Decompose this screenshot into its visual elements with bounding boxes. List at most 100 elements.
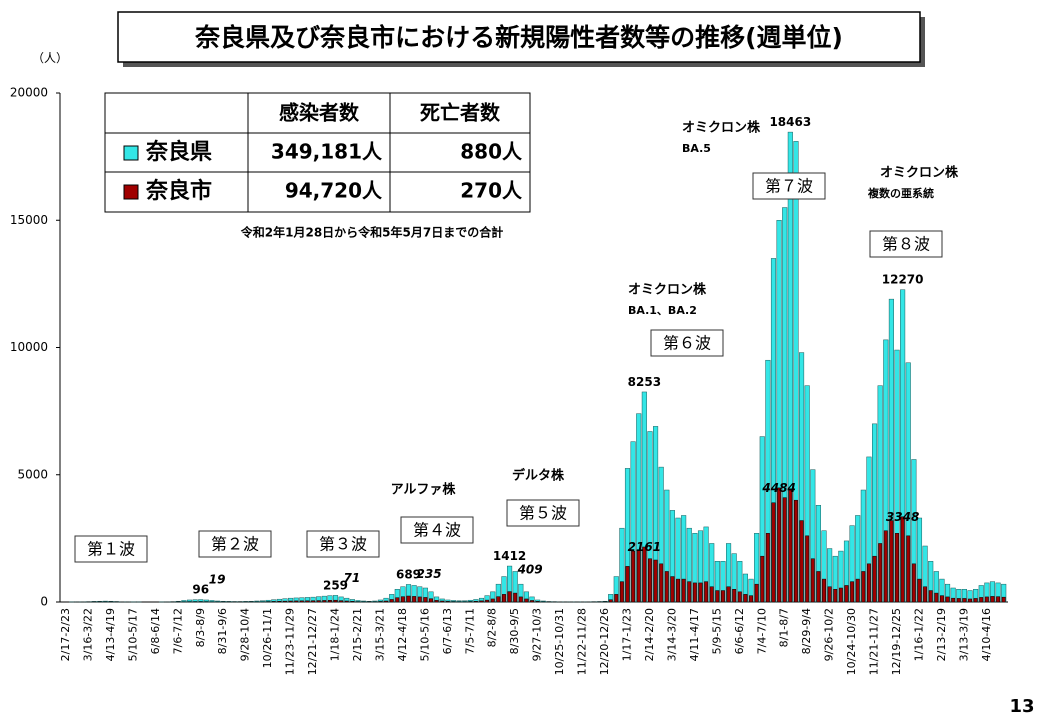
bar	[327, 600, 332, 603]
data-label: 235	[417, 567, 442, 581]
bar	[760, 555, 765, 603]
bar	[294, 600, 299, 603]
bar	[496, 596, 501, 603]
bar	[934, 592, 939, 603]
bar	[642, 546, 647, 603]
bar	[619, 581, 624, 603]
bar	[788, 489, 793, 603]
x-tick-label: 4/12-4/18	[396, 608, 409, 661]
wave-label: 第７波	[765, 177, 813, 196]
bar	[827, 586, 832, 603]
bar	[513, 592, 518, 603]
bar	[423, 597, 428, 603]
bar	[861, 571, 866, 603]
bar	[850, 581, 855, 603]
bar	[417, 596, 422, 603]
bar	[350, 601, 355, 603]
summary-table: 感染者数 死亡者数 奈良県 奈良市 349,181人 880人 94,720人 …	[104, 92, 531, 213]
y-tick-label: 15000	[10, 213, 48, 227]
table-note: 令和2年1月28日から令和5年5月7日までの合計	[240, 225, 503, 240]
bar	[844, 585, 849, 603]
variant-label: BA.5	[682, 142, 711, 155]
wave-box	[869, 230, 943, 258]
bar	[805, 535, 810, 603]
bar	[277, 600, 282, 603]
bar	[895, 533, 899, 603]
wave-label: 第４波	[413, 521, 461, 540]
legend-label: 奈良県	[145, 139, 212, 165]
bar	[648, 558, 652, 603]
bar	[900, 516, 905, 603]
chart-title: 奈良県及び奈良市における新規陽性者数等の推移(週単位)	[194, 23, 843, 52]
data-label: 4484	[761, 481, 795, 495]
bar	[866, 563, 871, 603]
bar	[502, 594, 506, 603]
x-tick-label: 5/9-5/15	[710, 608, 723, 654]
x-tick-label: 9/27-10/3	[531, 608, 544, 661]
x-tick-label: 11/22-11/28	[576, 608, 589, 675]
x-tick-label: 2/15-2/21	[351, 608, 364, 661]
bar	[962, 598, 967, 603]
bar	[530, 600, 534, 603]
series-bars	[69, 131, 1007, 603]
bar	[653, 559, 658, 603]
data-label: 8253	[628, 375, 661, 389]
bar	[434, 600, 439, 603]
bar	[614, 594, 619, 603]
x-tick-label: 7/5-7/11	[463, 608, 476, 654]
x-tick-label: 8/29-9/4	[800, 608, 813, 654]
variant-label: オミクロン株	[628, 282, 707, 298]
wave-box	[506, 499, 580, 527]
data-label: 2161	[628, 540, 661, 554]
bar	[782, 497, 787, 603]
bar	[636, 549, 641, 603]
bar	[951, 597, 956, 603]
bar	[749, 595, 753, 603]
data-label: 259	[323, 578, 348, 592]
y-tick-label: 5000	[17, 467, 48, 481]
bar	[973, 598, 978, 603]
x-tick-label: 11/21-11/27	[868, 608, 881, 675]
table-header: 死亡者数	[420, 101, 501, 125]
table-cell: 880人	[460, 140, 523, 164]
x-tick-label: 5/10-5/17	[126, 608, 139, 661]
table-header: 感染者数	[279, 101, 360, 125]
bar	[794, 499, 798, 603]
bar	[799, 520, 804, 603]
bar	[721, 590, 725, 603]
bar	[535, 601, 540, 603]
bar	[485, 599, 490, 603]
x-tick-label: 7/4-7/10	[755, 608, 768, 654]
bar	[911, 563, 916, 603]
bar	[479, 600, 484, 603]
x-tick-label: 2/17-2/23	[59, 608, 72, 661]
bar	[777, 487, 782, 603]
bar	[923, 586, 928, 603]
bar	[771, 502, 776, 603]
x-tick-label: 8/3-8/9	[194, 608, 207, 647]
bar	[984, 596, 989, 603]
bar	[518, 596, 523, 603]
bar	[704, 581, 709, 603]
bar	[322, 600, 327, 603]
title-box	[117, 11, 921, 63]
bar	[490, 598, 495, 603]
bar	[928, 590, 933, 603]
bar	[631, 550, 636, 603]
bar	[625, 566, 630, 603]
bar	[378, 601, 383, 603]
bar	[990, 596, 995, 603]
wave-box	[198, 530, 272, 558]
bar	[344, 600, 349, 603]
x-tick-label: 8/31-9/6	[216, 608, 229, 654]
legend-swatch	[123, 145, 139, 161]
wave-box	[752, 172, 826, 200]
table-frame	[104, 92, 531, 213]
bar	[283, 600, 287, 603]
x-tick-label: 3/13-3/19	[957, 608, 970, 661]
table-cell: 349,181人	[271, 140, 383, 164]
x-tick-label: 2/13-2/19	[935, 608, 948, 661]
bar	[1001, 596, 1006, 603]
x-tick-label: 8/30-9/5	[508, 608, 521, 654]
bar	[384, 600, 389, 603]
